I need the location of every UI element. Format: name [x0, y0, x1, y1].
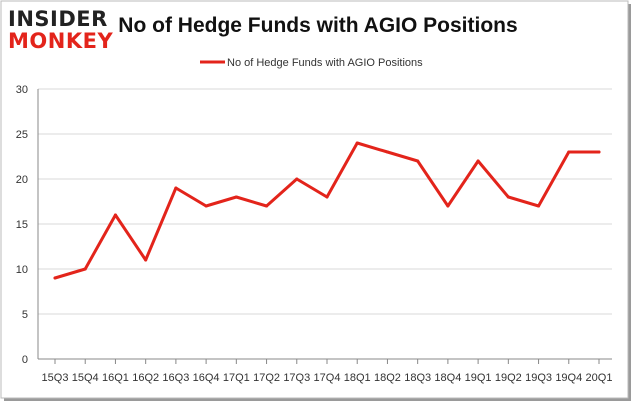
data-point	[234, 195, 238, 199]
data-point	[113, 213, 117, 217]
y-tick-label: 20	[16, 174, 28, 186]
x-tick-label: 17Q1	[223, 372, 250, 384]
chart-frame	[0, 0, 629, 399]
x-tick-label: 15Q4	[72, 372, 99, 384]
y-tick-label: 30	[16, 84, 28, 96]
data-point	[204, 204, 208, 208]
data-point	[355, 141, 359, 145]
axes	[37, 89, 612, 364]
x-tick-label: 17Q4	[314, 372, 341, 384]
y-tick-label: 0	[22, 354, 28, 366]
logo-line-2: MONKEY	[8, 29, 113, 53]
y-tick-label: 5	[22, 309, 28, 321]
x-tick-label: 18Q3	[404, 372, 431, 384]
series	[53, 141, 601, 280]
x-tick-label: 18Q2	[374, 372, 401, 384]
data-point	[567, 150, 571, 154]
x-tick-label: 16Q1	[102, 372, 129, 384]
data-point	[265, 204, 269, 208]
x-tick-label: 16Q3	[162, 372, 189, 384]
data-point	[295, 177, 299, 181]
data-point	[325, 195, 329, 199]
y-tick-label: 10	[16, 264, 28, 276]
data-point	[53, 276, 57, 280]
data-point	[506, 195, 510, 199]
data-point	[597, 150, 601, 154]
data-point	[476, 159, 480, 163]
data-point	[446, 204, 450, 208]
legend-label: No of Hedge Funds with AGIO Positions	[227, 57, 423, 69]
x-tick-label: 19Q1	[465, 372, 492, 384]
legend: No of Hedge Funds with AGIO Positions	[200, 57, 423, 69]
x-tick-label: 15Q3	[42, 372, 69, 384]
y-tick-label: 25	[16, 129, 28, 141]
x-tick-label: 18Q4	[434, 372, 461, 384]
y-tick-labels: 0 5 10 15 20 25 30	[16, 84, 28, 366]
x-tick-label: 16Q2	[132, 372, 159, 384]
x-tick-label: 19Q2	[495, 372, 522, 384]
data-point	[144, 258, 148, 262]
x-tick-labels: 15Q3 15Q4 16Q1 16Q2 16Q3 16Q4 17Q1 17Q2 17Q3 17Q4…	[42, 372, 613, 384]
gridlines	[38, 88, 612, 315]
x-tick-label: 16Q4	[193, 372, 220, 384]
insider-monkey-logo: INSIDER MONKEY	[8, 7, 113, 53]
data-point	[385, 150, 389, 154]
x-tick-label: 19Q4	[555, 372, 582, 384]
logo-line-1: INSIDER	[8, 7, 108, 31]
data-point	[83, 267, 87, 271]
x-tick-label: 17Q2	[253, 372, 280, 384]
x-tick-label: 19Q3	[525, 372, 552, 384]
y-tick-label: 15	[16, 219, 28, 231]
data-point	[416, 159, 420, 163]
data-point	[537, 204, 541, 208]
data-point	[174, 186, 178, 190]
x-tick-label: 18Q1	[344, 372, 371, 384]
x-tick-label: 17Q3	[283, 372, 310, 384]
x-tick-label: 20Q1	[586, 372, 613, 384]
chart-title: No of Hedge Funds with AGIO Positions	[118, 14, 517, 37]
